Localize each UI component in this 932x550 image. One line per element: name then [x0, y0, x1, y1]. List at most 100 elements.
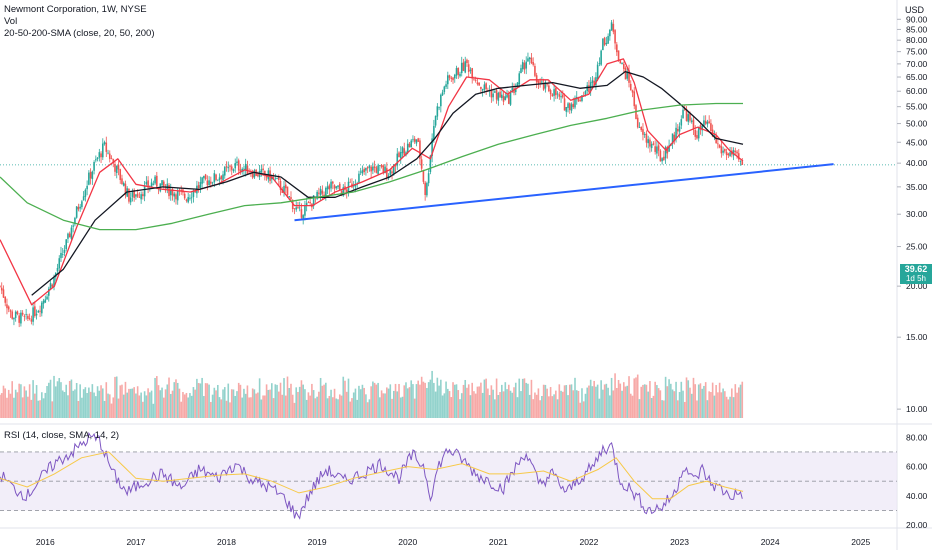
candle-body [401, 147, 404, 154]
volume-bar [217, 384, 219, 418]
volume-bar [739, 384, 742, 418]
volume-bar [197, 383, 200, 418]
volume-bar [460, 393, 463, 418]
volume-bar [166, 384, 169, 418]
candle-body [480, 87, 482, 89]
candle-body [74, 217, 76, 225]
volume-bar [440, 379, 442, 418]
rsi-legend[interactable]: RSI (14, close, SMA, 14, 2) [4, 430, 120, 441]
candle-body [424, 182, 426, 195]
volume-bar [96, 386, 99, 418]
candle-body [131, 190, 134, 197]
candle-body [237, 160, 240, 171]
volume-bar [110, 403, 113, 418]
volume-bar [502, 391, 505, 418]
candle-body [102, 143, 104, 158]
symbol-title[interactable]: Newmont Corporation, 1W, NYSE [4, 4, 147, 15]
candle-body [312, 195, 315, 207]
bar-countdown: 1d 5h [905, 274, 927, 283]
volume-bar [380, 390, 383, 418]
volume-bar [241, 397, 243, 418]
candle-body [279, 180, 282, 190]
candle-body [521, 62, 524, 70]
price-tick-label: 40.00 [906, 158, 928, 168]
volume-bar [551, 396, 554, 418]
candle-body [462, 62, 465, 71]
volume-bar [626, 385, 629, 418]
candle-body [0, 285, 1, 287]
candle-body [633, 91, 636, 107]
volume-bar [279, 382, 282, 418]
candle-body [305, 203, 308, 206]
rsi-tick-label: 40.00 [906, 491, 928, 501]
candle-body [379, 165, 381, 167]
candle-body [556, 93, 559, 95]
volume-bar [168, 377, 170, 418]
volume-bar [591, 386, 594, 418]
volume-bar [309, 395, 311, 418]
volume-bar [593, 380, 595, 418]
candle-body [162, 181, 165, 186]
sma-line-trendline [294, 163, 834, 222]
candle-body [161, 180, 163, 186]
candle-body [173, 193, 176, 197]
candle-body [260, 169, 263, 173]
volume-bar [16, 392, 19, 418]
volume-bar [206, 383, 209, 418]
candle-body [190, 197, 193, 199]
candle-body [398, 152, 400, 158]
volume-bar [108, 394, 111, 418]
volume-bar [424, 382, 426, 418]
candle-body [541, 81, 543, 83]
sma-legend[interactable]: 20-50-200-SMA (close, 20, 50, 200) [4, 28, 155, 39]
candle-body [696, 135, 698, 139]
candle-body [63, 249, 66, 254]
candle-body [544, 82, 547, 89]
price-tick-label: 20.00 [906, 281, 928, 291]
volume-bar [13, 397, 15, 418]
candle-body [86, 185, 88, 190]
candle-body [60, 252, 62, 259]
candle-body [89, 171, 92, 179]
price-tick-label: 30.00 [906, 209, 928, 219]
candle-body [525, 61, 528, 69]
volume-bar [337, 399, 339, 418]
candle-body [187, 197, 189, 203]
volume-bar [413, 398, 416, 418]
candle-body [39, 310, 41, 312]
candle-body [103, 142, 106, 145]
candle-body [241, 168, 243, 172]
price-tick-label: 75.00 [906, 47, 928, 57]
volume-bar [251, 388, 254, 418]
volume-bar [497, 394, 500, 418]
volume-bar [180, 401, 183, 418]
volume-bar [506, 389, 508, 418]
volume-bar [459, 399, 461, 418]
candle-body [694, 130, 697, 137]
volume-bar [628, 376, 630, 418]
volume-bar [584, 393, 587, 418]
candle-body [671, 133, 674, 144]
volume-bar [704, 382, 707, 418]
candle-body [2, 289, 5, 298]
candle-body [591, 80, 594, 83]
volume-bar [603, 384, 606, 418]
volume-bar [107, 393, 109, 418]
price-tick-label: 50.00 [906, 119, 928, 129]
volume-bar [622, 382, 625, 418]
volume-bar [250, 397, 252, 418]
volume-bar [642, 384, 644, 418]
volume-legend[interactable]: Vol [4, 16, 18, 27]
volume-bar [736, 392, 738, 418]
volume-bar [699, 383, 702, 418]
candle-body [82, 196, 85, 201]
volume-bar [248, 397, 250, 418]
candle-body [504, 96, 507, 100]
volume-bar [652, 395, 655, 418]
candle-body [210, 181, 212, 184]
volume-bar [469, 395, 472, 418]
volume-bar [466, 387, 468, 418]
volume-bar [689, 387, 691, 418]
volume-bar [114, 376, 116, 418]
